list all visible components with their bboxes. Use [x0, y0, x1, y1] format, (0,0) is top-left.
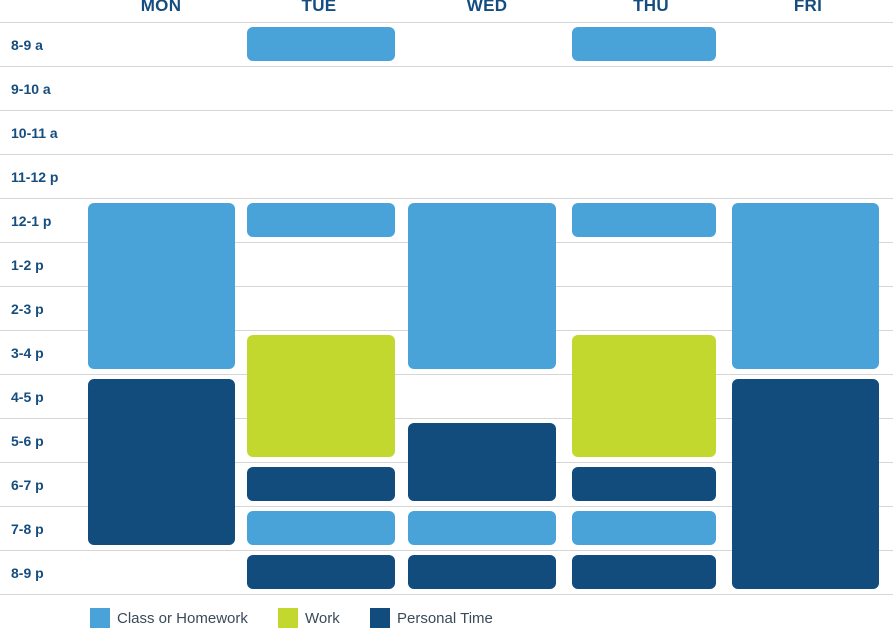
day-header-tue: TUE: [301, 0, 337, 15]
personal-block: [732, 379, 879, 589]
legend-label: Personal Time: [397, 610, 493, 627]
day-header-wed: WED: [466, 0, 508, 15]
time-label: 10-11 a: [11, 125, 58, 141]
time-label: 4-5 p: [11, 389, 44, 405]
row-divider: [0, 418, 893, 419]
class-block: [247, 27, 395, 61]
row-divider: [0, 374, 893, 375]
row-divider: [0, 594, 893, 595]
class-block: [247, 203, 395, 237]
time-label: 7-8 p: [11, 521, 44, 537]
class-block: [408, 511, 556, 545]
legend-label: Class or Homework: [117, 610, 248, 627]
class-block: [408, 203, 556, 369]
class-block: [572, 511, 716, 545]
row-divider: [0, 22, 893, 23]
legend-swatch: [278, 608, 298, 628]
time-label: 12-1 p: [11, 213, 52, 229]
work-block: [572, 335, 716, 457]
legend-swatch: [90, 608, 110, 628]
personal-block: [247, 555, 395, 589]
class-block: [88, 203, 235, 369]
time-label: 1-2 p: [11, 257, 44, 273]
personal-block: [247, 467, 395, 501]
day-header-thu: THU: [633, 0, 669, 15]
row-divider: [0, 198, 893, 199]
time-label: 5-6 p: [11, 433, 44, 449]
class-block: [572, 203, 716, 237]
class-block: [572, 27, 716, 61]
day-header-mon: MON: [140, 0, 182, 15]
time-label: 8-9 a: [11, 37, 43, 53]
row-divider: [0, 66, 893, 67]
time-label: 2-3 p: [11, 301, 44, 317]
time-label: 9-10 a: [11, 81, 51, 97]
row-divider: [0, 506, 893, 507]
time-label: 3-4 p: [11, 345, 44, 361]
legend-swatch: [370, 608, 390, 628]
time-label: 6-7 p: [11, 477, 44, 493]
row-divider: [0, 550, 893, 551]
time-label: 11-12 p: [11, 169, 59, 185]
row-divider: [0, 154, 893, 155]
personal-block: [408, 423, 556, 501]
class-block: [732, 203, 879, 369]
personal-block: [572, 555, 716, 589]
work-block: [247, 335, 395, 457]
row-divider: [0, 110, 893, 111]
personal-block: [572, 467, 716, 501]
day-header-fri: FRI: [793, 0, 823, 15]
personal-block: [88, 379, 235, 545]
time-label: 8-9 p: [11, 565, 44, 581]
class-block: [247, 511, 395, 545]
legend-label: Work: [305, 610, 340, 627]
personal-block: [408, 555, 556, 589]
